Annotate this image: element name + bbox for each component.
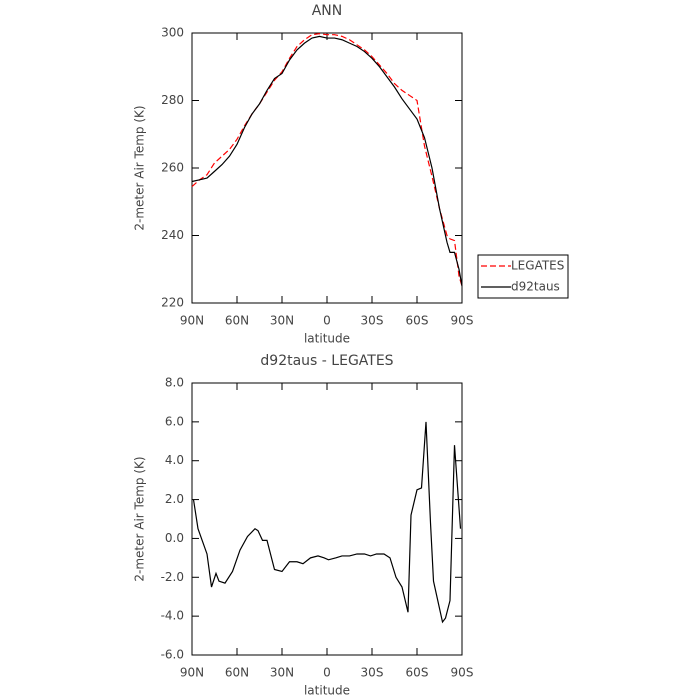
y-tick-label: 2.0 bbox=[165, 492, 184, 506]
y-tick-label: 300 bbox=[161, 26, 184, 40]
y-tick-label: -4.0 bbox=[161, 609, 184, 623]
legend-label: LEGATES bbox=[511, 259, 564, 273]
x-tick-label: 30N bbox=[270, 314, 294, 328]
x-tick-label: 90N bbox=[180, 314, 204, 328]
y-tick-label: 6.0 bbox=[165, 414, 184, 428]
y-tick-label: -2.0 bbox=[161, 570, 184, 584]
x-tick-label: 90S bbox=[451, 666, 474, 680]
y-tick-label: 8.0 bbox=[165, 376, 184, 390]
plot-frame bbox=[191, 32, 463, 304]
y-tick-label: 220 bbox=[161, 296, 184, 310]
x-tick-label: 30N bbox=[270, 666, 294, 680]
x-tick-label: 60N bbox=[225, 666, 249, 680]
chart-title: d92taus - LEGATES bbox=[260, 353, 393, 369]
x-axis-label: latitude bbox=[304, 332, 350, 346]
y-axis-label: 2-meter Air Temp (K) bbox=[133, 105, 147, 230]
data-line bbox=[192, 421, 462, 624]
y-tick-label: 240 bbox=[161, 228, 184, 242]
x-axis-label: latitude bbox=[304, 684, 350, 698]
legend-box bbox=[477, 254, 569, 299]
y-tick-label: 280 bbox=[161, 93, 184, 107]
data-line bbox=[191, 35, 463, 287]
x-tick-label: 0 bbox=[323, 666, 331, 680]
x-tick-label: 30S bbox=[361, 314, 384, 328]
x-tick-label: 0 bbox=[323, 314, 331, 328]
x-tick-label: 60S bbox=[406, 314, 429, 328]
data-line bbox=[191, 33, 463, 287]
y-tick-label: -6.0 bbox=[161, 648, 184, 662]
x-tick-label: 30S bbox=[361, 666, 384, 680]
x-tick-label: 60S bbox=[406, 666, 429, 680]
y-axis-label: 2-meter Air Temp (K) bbox=[133, 456, 147, 581]
x-tick-label: 60N bbox=[225, 314, 249, 328]
y-tick-label: 4.0 bbox=[165, 453, 184, 467]
y-tick-label: 0.0 bbox=[165, 531, 184, 545]
chart-title: ANN bbox=[312, 3, 343, 19]
legend-label: d92taus bbox=[511, 280, 560, 294]
x-tick-label: 90S bbox=[451, 314, 474, 328]
plot-frame bbox=[191, 382, 463, 656]
x-tick-label: 90N bbox=[180, 666, 204, 680]
y-tick-label: 260 bbox=[161, 161, 184, 175]
